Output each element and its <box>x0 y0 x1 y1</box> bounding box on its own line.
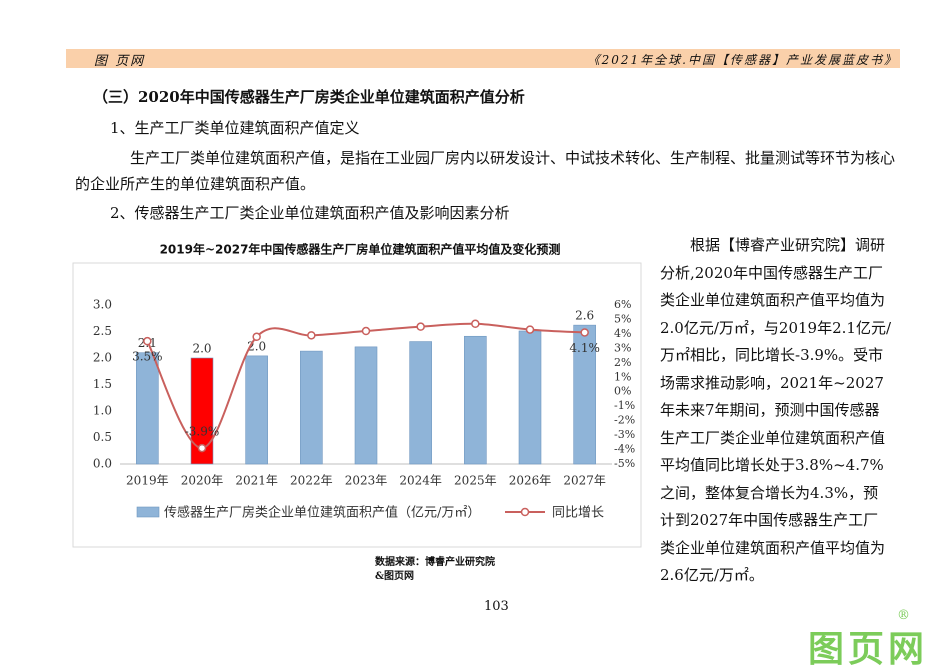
paragraph: 生产工厂类单位建筑面积产值，是指在工业园厂房内以研发设计、中试技术转化、生产制程… <box>75 149 896 193</box>
y2-tick-label: -3% <box>614 428 635 441</box>
subheading: 2、传感器生产工厂类企业单位建筑面积产值及影响因素分析 <box>110 204 510 222</box>
y-tick-label: 1.5 <box>93 377 112 391</box>
y2-tick-label: -4% <box>614 443 635 456</box>
x-tick-label: 2027年 <box>563 474 606 488</box>
bar <box>518 330 542 465</box>
y-tick-label: 2.5 <box>93 324 112 338</box>
line-marker <box>580 328 589 337</box>
header-left: 图 页网 <box>94 54 146 69</box>
y2-tick-label: -5% <box>614 457 635 470</box>
y2-tick-label: 6% <box>614 298 631 311</box>
source: &图页网 <box>375 571 415 582</box>
x-tick-label: 2024年 <box>399 474 442 488</box>
side-paragraph: 根据【博睿产业研究院】调研分析,2020年中国传感器生产工厂类企业单位建筑面积产… <box>660 236 891 584</box>
line-marker <box>361 326 371 336</box>
legend-label: 同比增长 <box>552 506 604 521</box>
bar-label: 2.6 <box>575 309 594 323</box>
bar-label: 2.0 <box>192 342 211 356</box>
line-marker <box>416 322 425 331</box>
line-marker <box>471 319 480 329</box>
line-marker <box>525 325 535 334</box>
legend-label: 传感器生产厂房类企业单位建筑面积产值（亿元/万㎡） <box>164 505 480 521</box>
bar <box>573 324 596 465</box>
bar <box>136 352 159 465</box>
x-tick-label: 2025年 <box>454 474 497 488</box>
page-number: 103 <box>484 599 509 614</box>
y-tick-label: 2.0 <box>93 351 112 365</box>
bar <box>409 341 432 465</box>
y2-tick-label: 5% <box>614 312 631 325</box>
watermark-mark: ® <box>897 608 910 623</box>
y-tick-label: 0.0 <box>93 457 112 471</box>
line-marker <box>307 331 316 340</box>
y2-tick-label: -1% <box>614 399 635 412</box>
y-tick-label: 0.5 <box>93 430 112 444</box>
chart-frame <box>72 262 642 548</box>
line-label: 4.1% <box>569 341 600 355</box>
x-tick-label: 2021年 <box>235 474 278 488</box>
chart-title: 2019年~2027年中国传感器生产厂房单位建筑面积产值平均值及变化预测 <box>160 242 561 257</box>
y-tick-label: 3.0 <box>93 298 112 312</box>
bar <box>354 346 378 465</box>
y2-tick-label: -2% <box>614 414 635 427</box>
y2-tick-label: 0% <box>614 385 631 398</box>
y-tick-label: 1.0 <box>93 404 112 418</box>
line-label: 3.5% <box>132 350 163 364</box>
line-marker <box>197 443 207 453</box>
legend-swatch <box>520 507 530 517</box>
legend-swatch <box>136 506 160 518</box>
header-right: 《2021年全球.中国【传感器】产业发展蓝皮书》 <box>587 53 898 67</box>
y2-tick-label: 4% <box>614 327 631 340</box>
line-marker <box>143 336 152 346</box>
source: 数据来源：博睿产业研究院 <box>375 557 495 568</box>
y2-tick-label: 1% <box>614 370 631 383</box>
bar <box>190 357 214 465</box>
line-label: -3.9% <box>185 425 220 439</box>
header-band <box>66 49 900 68</box>
x-tick-label: 2020年 <box>181 474 224 488</box>
bar <box>464 335 487 465</box>
y2-tick-label: 2% <box>614 356 631 369</box>
x-tick-label: 2026年 <box>509 474 552 488</box>
bar <box>300 350 323 465</box>
x-tick-label: 2022年 <box>290 474 333 488</box>
section-title: （三）2020年中国传感器生产厂房类企业单位建筑面积产值分析 <box>93 88 525 106</box>
x-tick-label: 2023年 <box>345 474 388 488</box>
x-tick-label: 2019年 <box>126 474 169 488</box>
line-marker <box>252 332 261 342</box>
watermark: 图页网 <box>807 629 928 670</box>
bar <box>245 355 268 465</box>
y2-tick-label: 3% <box>614 341 631 354</box>
subheading: 1、生产工厂类单位建筑面积产值定义 <box>110 119 360 137</box>
